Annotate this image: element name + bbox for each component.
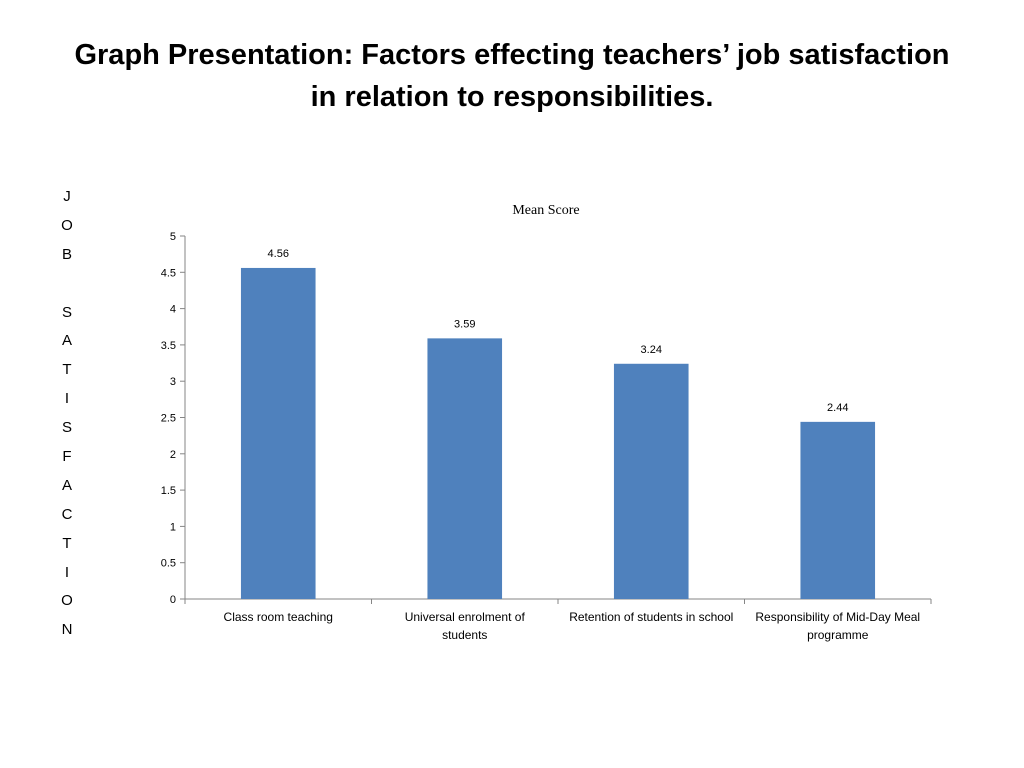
vertical-label-letter: N [61,621,73,639]
bar-data-label: 3.24 [641,344,662,356]
vertical-label-letter: A [61,476,72,494]
slide-title: Graph Presentation: Factors effecting te… [40,34,984,118]
x-category-label: Retention of students in school [569,610,733,624]
y-tick-label: 3 [170,376,176,388]
bar [427,338,503,599]
vertical-label-letter: T [62,361,72,379]
chart-title: Mean Score [512,203,579,218]
bar [800,421,876,599]
slide-title-line-1: Graph Presentation: Factors effecting te… [74,39,950,71]
vertical-label-letter: I [64,390,70,408]
y-tick-label: 5 [170,231,176,243]
vertical-label-letter: F [62,448,72,466]
vertical-label-letter: C [61,505,73,523]
vertical-label-letter: T [62,534,72,552]
y-tick-label: 3.5 [161,340,176,352]
bar-data-label: 3.59 [454,318,475,330]
bar-data-label: 4.56 [268,248,289,260]
bar [240,267,316,599]
vertical-label-letter: J [63,188,71,205]
vertical-label-letter: S [61,419,72,437]
bar-data-label: 2.44 [827,402,848,414]
y-tick-label: 4 [170,304,176,316]
vertical-label-letter: I [64,563,70,581]
y-tick-label: 1.5 [161,485,176,497]
y-tick-label: 0.5 [161,558,176,570]
x-category-label: Class room teaching [224,610,333,624]
y-tick-label: 2.5 [161,413,176,425]
x-category-label: Responsibility of Mid-Day Meal [755,610,920,624]
vertical-label-letter: A [61,332,72,350]
vertical-label-letter: O [61,592,73,610]
x-category-label: programme [807,628,869,642]
y-tick-label: 0 [170,594,176,606]
slide-title-line-2: in relation to responsibilities. [310,81,714,113]
x-category-label: Universal enrolment of [405,610,526,624]
vertical-label-letter: B [61,245,72,263]
y-tick-label: 1 [170,521,176,533]
bar [613,363,689,599]
y-tick-label: 4.5 [161,267,176,279]
x-category-label: students [442,628,487,642]
y-tick-label: 2 [170,449,176,461]
vertical-label-letter: S [61,303,72,321]
vertical-label-letter: O [61,216,73,234]
